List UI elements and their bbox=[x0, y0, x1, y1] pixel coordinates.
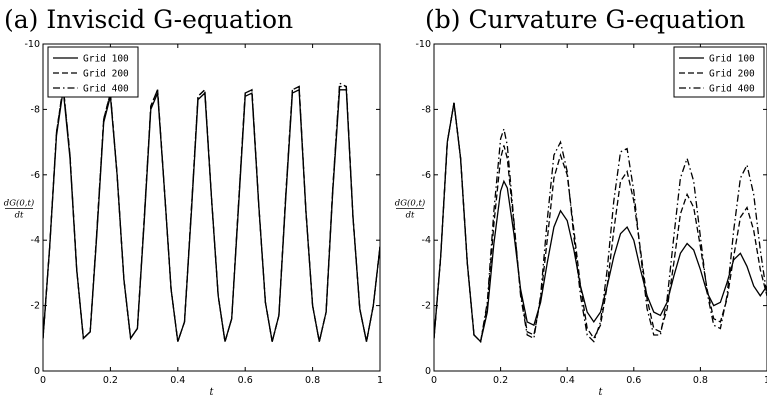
y-tick-label: -2 bbox=[422, 301, 431, 312]
panel-title: (b) Curvature G-equation bbox=[425, 5, 745, 34]
x-axis-label: t bbox=[209, 387, 214, 398]
legend-label: Grid 100 bbox=[709, 54, 755, 65]
y-tick-label: -8 bbox=[31, 104, 40, 115]
legend-box bbox=[673, 46, 765, 98]
x-tick-label: 1 bbox=[377, 375, 383, 386]
x-tick-label: 0.6 bbox=[238, 375, 253, 386]
y-tick-label: -6 bbox=[31, 170, 40, 181]
y-tick-label: -6 bbox=[422, 170, 431, 181]
x-tick-label: 0.6 bbox=[626, 375, 641, 386]
y-tick-label: -10 bbox=[24, 39, 40, 50]
legend: Grid 100 Grid 200 Grid 400 bbox=[673, 46, 765, 98]
panel-title: (a) Inviscid G-equation bbox=[4, 5, 293, 34]
x-tick-label: 0.4 bbox=[170, 375, 185, 386]
y-axis-label-numerator: dG(0,t) bbox=[4, 198, 34, 209]
legend-label: Grid 100 bbox=[83, 54, 129, 65]
y-tick-label: -10 bbox=[415, 39, 431, 50]
y-axis-label-denominator: dt bbox=[406, 211, 415, 221]
y-tick-label: -4 bbox=[31, 235, 40, 246]
legend-label: Grid 200 bbox=[83, 69, 129, 80]
x-tick-label: 0.2 bbox=[493, 375, 508, 386]
series-line-grid-100 bbox=[434, 102, 767, 343]
y-tick-label: -4 bbox=[422, 235, 431, 246]
series-line-grid-400 bbox=[434, 102, 767, 343]
y-tick-label: 0 bbox=[425, 366, 431, 377]
legend: Grid 100 Grid 200 Grid 400 bbox=[47, 46, 139, 98]
y-tick-label: -8 bbox=[422, 104, 431, 115]
legend-box bbox=[47, 46, 139, 98]
x-tick-label: 0.2 bbox=[103, 375, 118, 386]
x-tick-label: 0.8 bbox=[305, 375, 320, 386]
legend-label: Grid 400 bbox=[83, 84, 129, 95]
x-tick-label: 0.8 bbox=[693, 375, 708, 386]
series-line-grid-400 bbox=[43, 82, 380, 342]
x-tick-label: 0 bbox=[431, 375, 437, 386]
legend-label: Grid 200 bbox=[709, 69, 755, 80]
plot-frame bbox=[42, 43, 381, 372]
x-tick-label: 1 bbox=[764, 375, 767, 386]
x-tick-label: 0 bbox=[40, 375, 46, 386]
legend-label: Grid 400 bbox=[709, 84, 755, 95]
x-axis-label: t bbox=[598, 387, 603, 398]
x-tick-label: 0.4 bbox=[560, 375, 575, 386]
y-axis-label-denominator: dt bbox=[15, 211, 24, 221]
panel-0: (a) Inviscid G-equation 0 0.2 0.4 0.6 0.8 1 0 -2… bbox=[4, 5, 383, 398]
y-tick-label: -2 bbox=[31, 301, 40, 312]
y-axis-label-numerator: dG(0,t) bbox=[395, 198, 425, 209]
y-tick-label: 0 bbox=[34, 366, 40, 377]
panel-1: (b) Curvature G-equation 0 0.2 0.4 0.6 0.8 1 0 -… bbox=[395, 5, 767, 398]
